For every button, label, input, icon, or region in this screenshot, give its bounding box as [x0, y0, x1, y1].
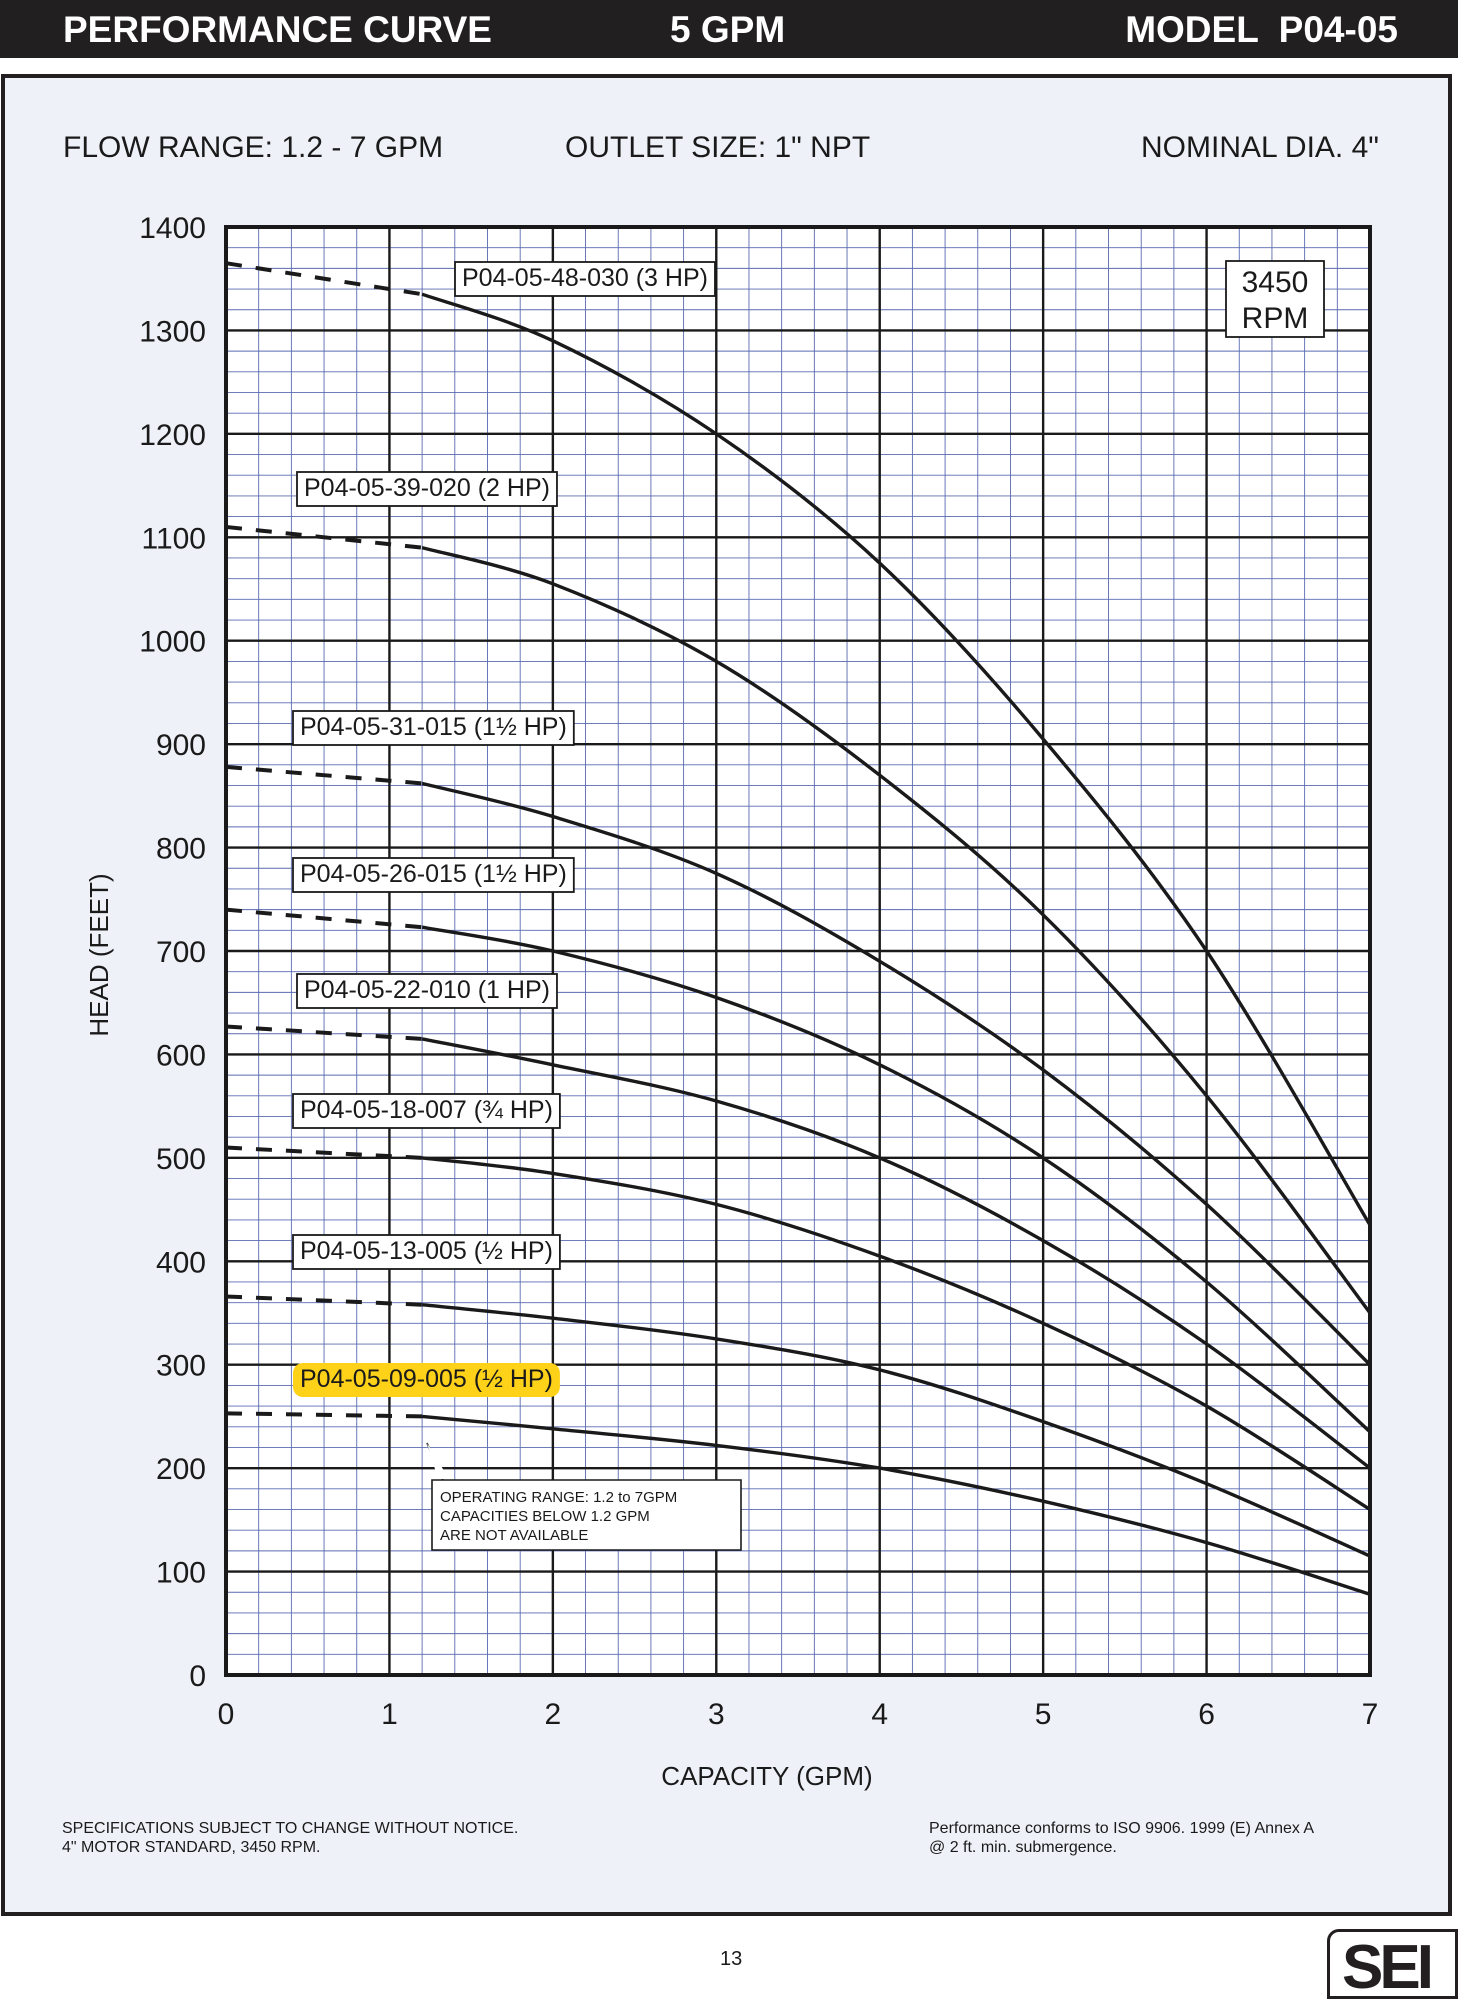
x-tick-label: 4	[871, 1698, 888, 1731]
curve-solid-line	[421, 1156, 1371, 1511]
curve-solid-line	[421, 925, 1372, 1434]
y-tick-label: 400	[156, 1246, 206, 1279]
model-label: MODEL P04-05	[1125, 9, 1398, 50]
curve-dashed-segment	[225, 261, 423, 297]
note-text: CAPACITIES BELOW 1.2 GPM	[440, 1508, 650, 1525]
curve-label: P04-05-22-010 (1 HP)	[304, 976, 550, 1004]
plot-frame	[224, 225, 1372, 1677]
operating-range-note: OPERATING RANGE: 1.2 to 7GPM CAPACITIES B…	[426, 1442, 742, 1551]
curve-dashed-segment	[225, 1411, 423, 1419]
logo-text: SEI	[1342, 1933, 1434, 2002]
curve-dashed-segment	[225, 1024, 423, 1041]
y-tick-label: 1100	[141, 522, 206, 555]
curve-label-box	[296, 973, 558, 1009]
flow-range: FLOW RANGE: 1.2 - 7 GPM	[63, 131, 444, 164]
footer-submergence-line: @ 2 ft. min. submergence.	[929, 1839, 1117, 1856]
curve-1: P04-05-48-030 (3 HP)	[225, 261, 1372, 1226]
y-axis-label: HEAD (FEET)	[84, 873, 114, 1036]
y-tick-label: 500	[156, 1143, 206, 1176]
curve-label: P04-05-18-007 (¾ HP)	[300, 1096, 553, 1124]
y-tick-label: 900	[156, 729, 206, 762]
curve-solid-line	[421, 1303, 1371, 1558]
curve-dashed-segment	[225, 524, 423, 550]
x-tick-label: 5	[1035, 1698, 1052, 1731]
curve-dashed-segment	[225, 907, 423, 930]
y-tick-label: 0	[189, 1660, 206, 1693]
curve-label: P04-05-26-015 (1½ HP)	[300, 860, 567, 888]
curve-dashed-segment	[225, 1145, 423, 1160]
nominal-diameter: NOMINAL DIA. 4"	[1141, 131, 1379, 164]
curve-label: P04-05-13-005 (½ HP)	[300, 1237, 553, 1265]
rpm-value: 3450	[1242, 266, 1309, 299]
y-tick-label: 100	[156, 1557, 206, 1590]
brand-logo: SEI	[1327, 1929, 1458, 2002]
rpm-box-frame	[1225, 260, 1325, 338]
x-tick-label: 2	[545, 1698, 562, 1731]
flow-rating: 5 GPM	[670, 9, 786, 50]
curve-dashed-segment	[225, 764, 423, 786]
curve-label-box	[292, 1234, 561, 1270]
y-tick-label: 1400	[139, 212, 206, 245]
curve-label-box	[292, 1093, 561, 1129]
page-title: PERFORMANCE CURVE	[63, 9, 492, 50]
note-text: ARE NOT AVAILABLE	[440, 1527, 588, 1544]
rpm-unit: RPM	[1242, 302, 1309, 335]
curve-2: P04-05-39-020 (2 HP)	[225, 471, 1372, 1315]
y-tick-label: 1300	[139, 315, 206, 348]
note-callout-box	[426, 1442, 742, 1551]
x-tick-label: 1	[381, 1698, 398, 1731]
curve-label-box	[454, 261, 716, 297]
x-tick-label: 7	[1362, 1698, 1379, 1731]
note-callout-pointer	[427, 1443, 449, 1479]
curve-6: P04-05-18-007 (¾ HP)	[225, 1093, 1371, 1511]
y-tick-label: 1000	[139, 626, 206, 659]
note-text: OPERATING RANGE: 1.2 to 7GPM	[440, 1489, 677, 1506]
curve-solid-line	[421, 1037, 1372, 1470]
x-tick-label: 3	[708, 1698, 725, 1731]
header-bar: PERFORMANCE CURVE 5 GPM MODEL P04-05	[0, 0, 1458, 58]
outlet-size: OUTLET SIZE: 1" NPT	[565, 131, 871, 164]
footer-notes-left: SPECIFICATIONS SUBJECT TO CHANGE WITHOUT…	[62, 1819, 518, 1857]
y-tick-label: 800	[156, 833, 206, 866]
curve-solid-line	[421, 781, 1372, 1366]
curve-8: P04-05-09-005 (½ HP)	[225, 1363, 1371, 1596]
curve-label: P04-05-48-030 (3 HP)	[462, 264, 708, 292]
footer-motor-line: 4" MOTOR STANDARD, 3450 RPM.	[62, 1839, 321, 1856]
curve-solid-line	[421, 545, 1372, 1315]
curve-label: P04-05-09-005 (½ HP)	[300, 1365, 553, 1393]
footer-iso-line: Performance conforms to ISO 9906. 1999 (…	[929, 1820, 1315, 1837]
y-tick-label: 200	[156, 1453, 206, 1486]
curve-label-highlight	[293, 1363, 560, 1397]
curve-label-box	[296, 471, 558, 507]
curve-3: P04-05-31-015 (1½ HP)	[225, 710, 1372, 1366]
x-axis-label: CAPACITY (GPM)	[661, 1761, 872, 1791]
curve-label-box	[292, 857, 575, 893]
x-tick-label: 6	[1198, 1698, 1215, 1731]
x-tick-label: 0	[218, 1698, 235, 1731]
page-number: 13	[720, 1948, 743, 1970]
curve-solid-line	[421, 1414, 1371, 1596]
curve-5: P04-05-22-010 (1 HP)	[225, 973, 1372, 1470]
y-tick-label: 300	[156, 1350, 206, 1383]
curve-dashed-segment	[225, 1294, 423, 1307]
curve-7: P04-05-13-005 (½ HP)	[225, 1234, 1371, 1558]
curve-label-box	[292, 710, 575, 746]
y-tick-label: 600	[156, 1039, 206, 1072]
curve-solid-line	[421, 292, 1372, 1226]
footer-notes-right: Performance conforms to ISO 9906. 1999 (…	[929, 1819, 1314, 1857]
curve-label: P04-05-31-015 (1½ HP)	[300, 713, 567, 741]
curve-label: P04-05-39-020 (2 HP)	[304, 474, 550, 502]
footer-spec-line: SPECIFICATIONS SUBJECT TO CHANGE WITHOUT…	[62, 1820, 519, 1837]
y-tick-label: 1200	[139, 419, 206, 452]
y-tick-label: 700	[156, 936, 206, 969]
curve-4: P04-05-26-015 (1½ HP)	[225, 857, 1372, 1434]
